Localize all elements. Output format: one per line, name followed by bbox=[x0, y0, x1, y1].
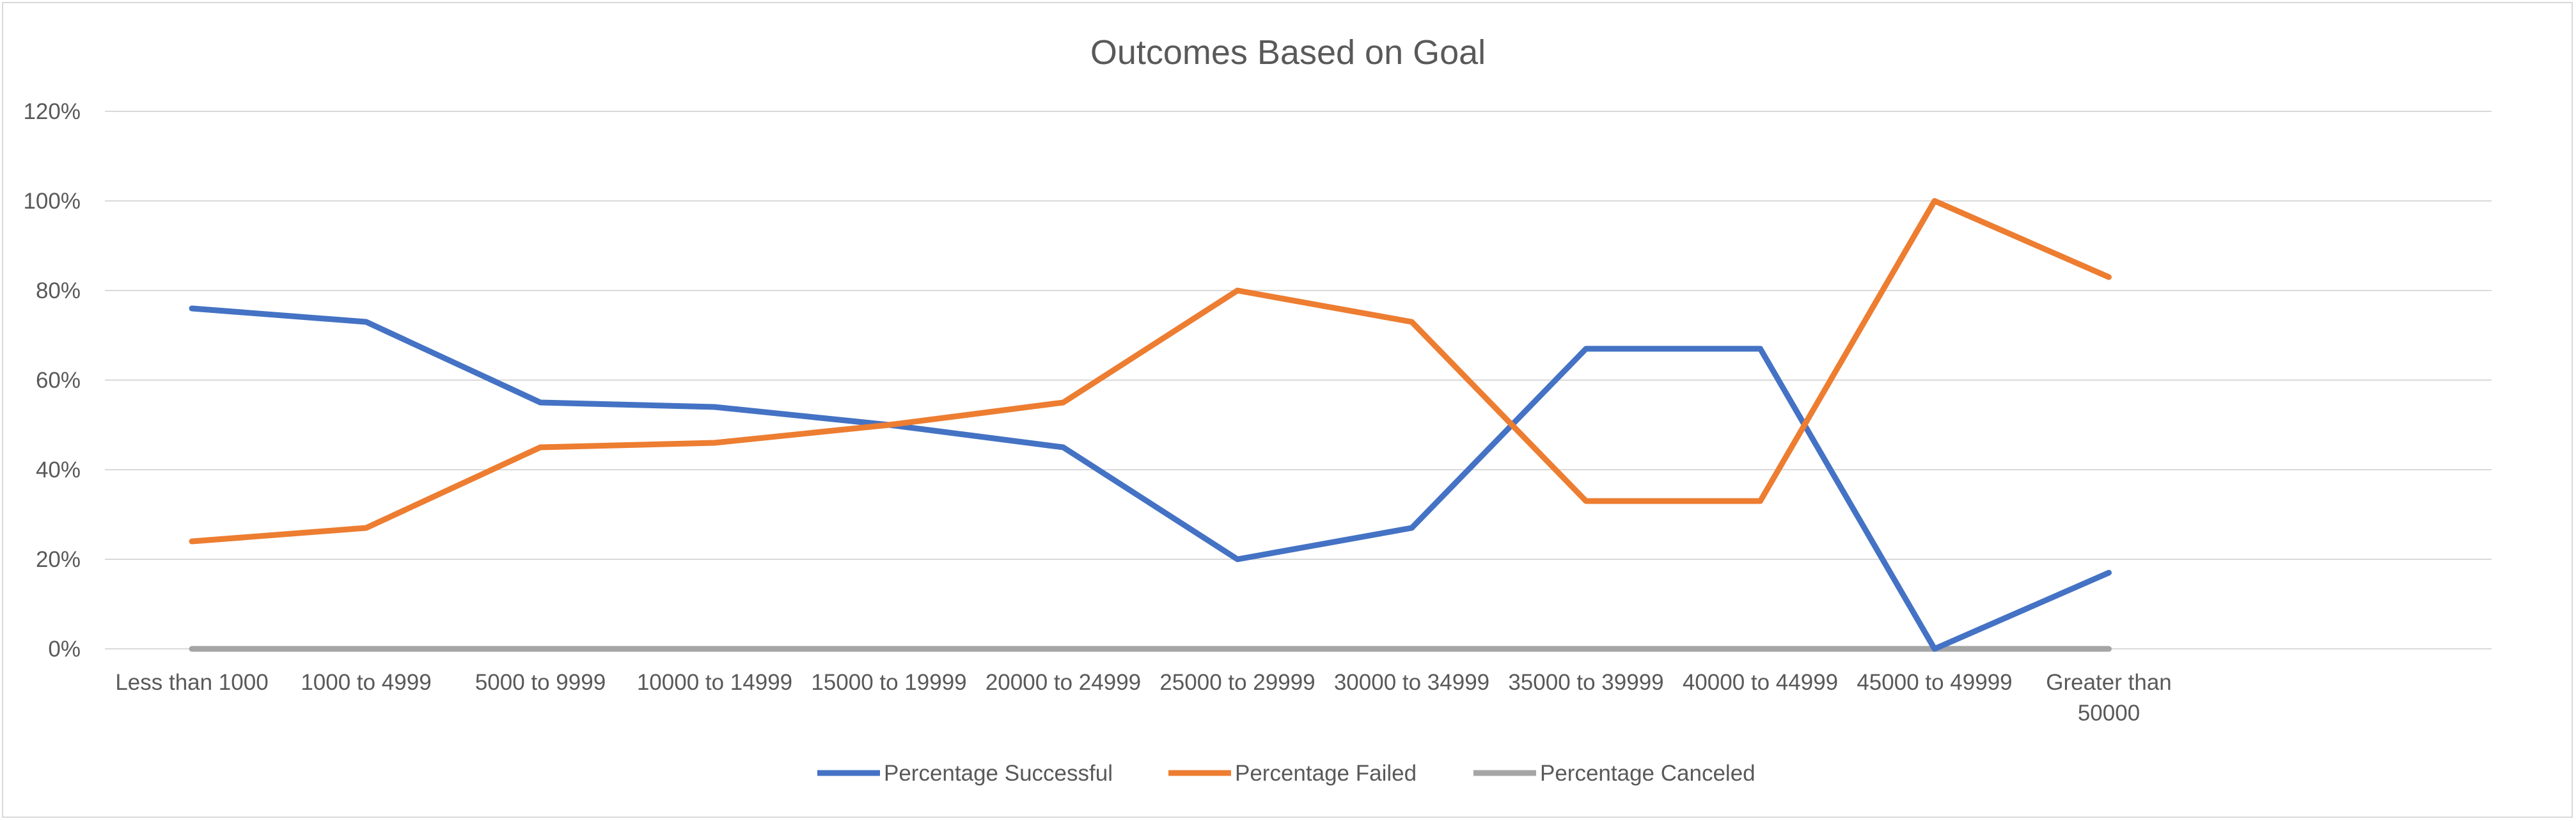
x-tick-label: 40000 to 44999 bbox=[1683, 670, 1838, 695]
legend-label: Percentage Canceled bbox=[1540, 761, 1755, 786]
x-tick-label-line: Greater than bbox=[2046, 670, 2172, 695]
x-tick-label-line: 40000 to 44999 bbox=[1683, 670, 1838, 695]
y-tick-label: 0% bbox=[48, 637, 81, 662]
x-tick-label: 1000 to 4999 bbox=[301, 670, 431, 695]
x-tick-label-line: 25000 to 29999 bbox=[1159, 670, 1315, 695]
x-tick-label-line: 15000 to 19999 bbox=[811, 670, 966, 695]
x-tick-label-line: 50000 bbox=[2078, 701, 2140, 726]
x-tick-label-line: 5000 to 9999 bbox=[475, 670, 606, 695]
x-tick-label: 45000 to 49999 bbox=[1857, 670, 2012, 695]
x-axis-ticks: Less than 1000 1000 to 4999 5000 to 9999 10… bbox=[115, 670, 2171, 726]
x-tick-label: Greater than 50000 bbox=[2046, 670, 2172, 726]
x-tick-label-line: 10000 to 14999 bbox=[637, 670, 792, 695]
x-tick-label-line: 30000 to 34999 bbox=[1334, 670, 1489, 695]
x-tick-label: 15000 to 19999 bbox=[811, 670, 966, 695]
series-lines bbox=[189, 198, 2112, 652]
x-tick-label: 5000 to 9999 bbox=[475, 670, 606, 695]
x-tick-label: Less than 1000 bbox=[115, 670, 268, 695]
legend-label: Percentage Successful bbox=[884, 761, 1113, 786]
x-tick-label: 35000 to 39999 bbox=[1508, 670, 1663, 695]
chart-title: Outcomes Based on Goal bbox=[1090, 33, 1486, 72]
series-line-percentage-failed bbox=[189, 198, 2112, 545]
x-tick-label: 10000 to 14999 bbox=[637, 670, 792, 695]
y-tick-label: 60% bbox=[36, 368, 81, 393]
y-tick-label: 40% bbox=[36, 458, 81, 482]
y-tick-label: 120% bbox=[23, 99, 81, 124]
x-tick-label-line: 1000 to 4999 bbox=[301, 670, 431, 695]
y-tick-label: 80% bbox=[36, 278, 81, 303]
legend: Percentage Successful Percentage Failed Pe… bbox=[817, 761, 1755, 786]
y-axis-ticks: 0% 20% 40% 60% 80% 100% 120% bbox=[23, 99, 81, 662]
gridlines bbox=[105, 111, 2492, 650]
y-tick-label: 20% bbox=[36, 547, 81, 572]
x-tick-label-line: 45000 to 49999 bbox=[1857, 670, 2012, 695]
x-tick-label: 25000 to 29999 bbox=[1159, 670, 1315, 695]
x-tick-label: 20000 to 24999 bbox=[986, 670, 1141, 695]
x-tick-label-line: 35000 to 39999 bbox=[1508, 670, 1663, 695]
legend-label: Percentage Failed bbox=[1235, 761, 1417, 786]
x-tick-label-line: Less than 1000 bbox=[115, 670, 268, 695]
x-tick-label: 30000 to 34999 bbox=[1334, 670, 1489, 695]
x-tick-label-line: 20000 to 24999 bbox=[986, 670, 1141, 695]
y-tick-label: 100% bbox=[23, 189, 81, 214]
series-line-percentage-successful bbox=[189, 305, 2112, 652]
